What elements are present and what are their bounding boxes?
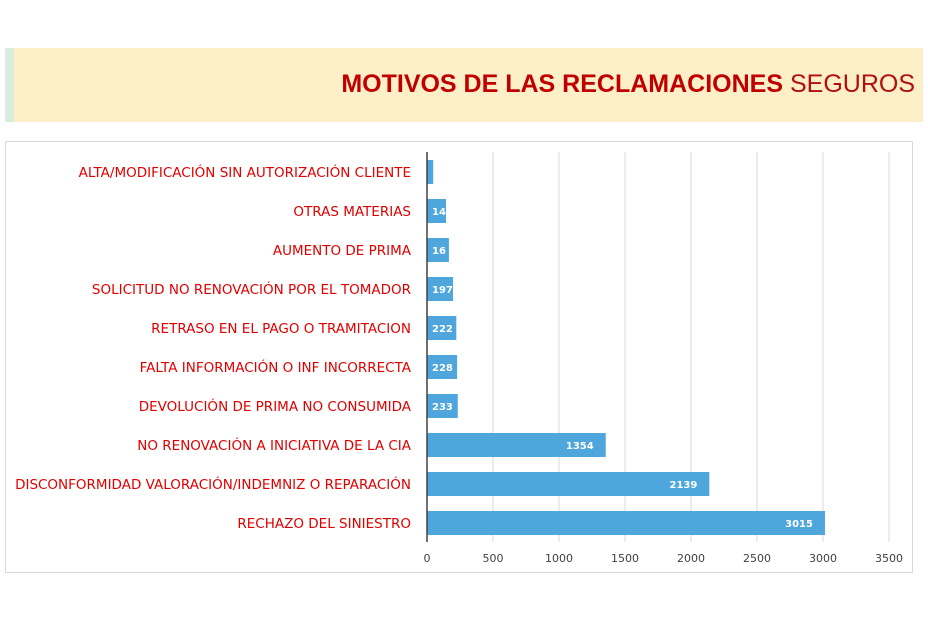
category-label: RETRASO EN EL PAGO O TRAMITACION: [151, 321, 411, 337]
data-label: 14: [432, 207, 446, 218]
title-light: SEGUROS: [789, 70, 915, 98]
x-tick-label: 2500: [743, 552, 771, 565]
category-label: AUMENTO DE PRIMA: [273, 243, 412, 259]
title-banner: MOTIVOS DE LAS RECLAMACIONES SEGUROS: [5, 48, 923, 122]
category-label: DISCONFORMIDAD VALORACIÓN/INDEMNIZ O REP…: [15, 475, 411, 493]
chart-frame: [5, 141, 913, 573]
page-title: MOTIVOS DE LAS RECLAMACIONES SEGUROS: [341, 70, 915, 99]
x-tick-label: 1500: [611, 552, 639, 565]
category-label: NO RENOVACIÓN A INICIATIVA DE LA CIA: [137, 436, 411, 454]
data-label: 228: [432, 363, 453, 374]
category-label: FALTA INFORMACIÓN O INF INCORRECTA: [140, 358, 412, 376]
bar: [427, 238, 449, 262]
x-tick-label: 0: [424, 552, 431, 565]
data-label: 3015: [785, 519, 813, 530]
data-label: 16: [432, 246, 446, 257]
category-label: DEVOLUCIÓN DE PRIMA NO CONSUMIDA: [139, 397, 412, 415]
category-label: RECHAZO DEL SINIESTRO: [237, 516, 411, 532]
x-tick-label: 500: [483, 552, 504, 565]
data-label: 1354: [566, 441, 594, 452]
data-label: 233: [432, 402, 453, 413]
data-label: 2139: [670, 480, 698, 491]
x-tick-label: 2000: [677, 552, 705, 565]
bar: [427, 511, 825, 535]
bar: [427, 355, 458, 379]
bar: [427, 160, 434, 184]
bar: [427, 394, 458, 418]
bar: [427, 277, 454, 301]
x-tick-label: 3000: [809, 552, 837, 565]
category-label: OTRAS MATERIAS: [293, 204, 411, 220]
x-tick-label: 1000: [545, 552, 573, 565]
data-label: 197: [432, 285, 453, 296]
bar: [427, 199, 447, 223]
data-label: 222: [432, 324, 453, 335]
category-label: ALTA/MODIFICACIÓN SIN AUTORIZACIÓN CLIEN…: [79, 163, 411, 181]
bar: [427, 316, 457, 340]
category-label: SOLICITUD NO RENOVACIÓN POR EL TOMADOR: [92, 280, 411, 298]
bar: [427, 472, 710, 496]
title-bold: MOTIVOS DE LAS RECLAMACIONES: [341, 70, 784, 98]
bar: [427, 433, 606, 457]
x-tick-label: 3500: [875, 552, 903, 565]
